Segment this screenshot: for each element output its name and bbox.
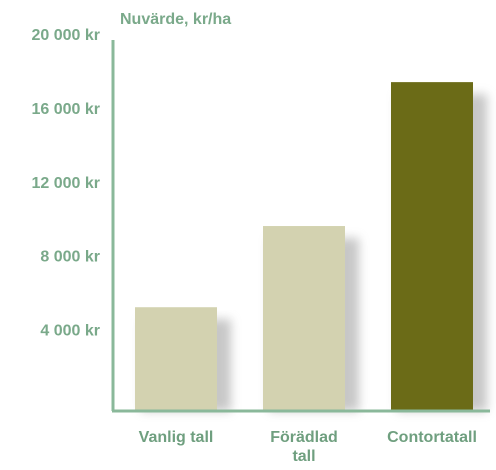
axis-title: Nuvärde, kr/ha xyxy=(120,11,231,28)
bar xyxy=(135,307,217,411)
x-tick-text: Vanlig tall xyxy=(138,429,214,446)
x-tick-text: Contortatall xyxy=(387,429,477,446)
x-tick-text: Förädlad tall xyxy=(270,429,338,465)
x-tick-label: Contortatall xyxy=(387,428,477,447)
y-tick-label: 16 000 kr xyxy=(31,101,100,118)
x-tick-label: Vanlig tall xyxy=(131,428,221,447)
y-tick-label: 12 000 kr xyxy=(31,175,100,192)
x-tick-label: Förädlad tall xyxy=(259,428,349,466)
bar xyxy=(391,82,473,411)
bar xyxy=(263,226,345,411)
y-tick-label: 20 000 kr xyxy=(31,27,100,44)
y-tick-label: 8 000 kr xyxy=(40,249,100,266)
y-tick-label: 4 000 kr xyxy=(40,322,100,339)
